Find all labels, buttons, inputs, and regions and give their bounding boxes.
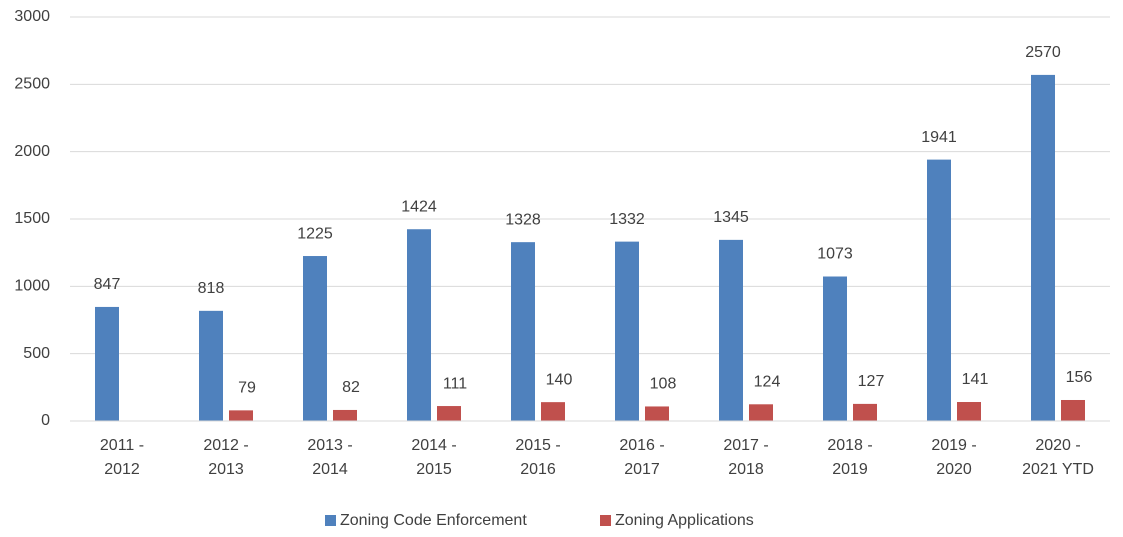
x-tick-label: 2020 - 2021 YTD	[1022, 437, 1094, 478]
x-tick-label: 2011 - 2012	[99, 437, 145, 478]
bar	[1031, 74, 1055, 421]
x-tick-label: 2019 - 2020	[931, 437, 977, 478]
bar	[957, 402, 981, 421]
data-label: 1225	[297, 225, 333, 242]
legend-label: Zoning Applications	[615, 512, 754, 529]
data-label: 124	[754, 374, 781, 391]
data-label: 127	[858, 373, 885, 390]
legend-swatch	[325, 515, 336, 526]
data-label: 1332	[609, 211, 645, 228]
x-tick-label: 2017 - 2018	[723, 437, 769, 478]
x-tick-label: 2013 - 2014	[307, 437, 353, 478]
bar	[407, 229, 431, 421]
data-label: 82	[342, 379, 360, 396]
bar	[229, 410, 253, 421]
data-label: 79	[238, 380, 256, 397]
data-label: 108	[650, 376, 677, 393]
data-label: 847	[94, 276, 121, 293]
bar	[1061, 399, 1085, 421]
bar	[927, 159, 951, 421]
legend-label: Zoning Code Enforcement	[340, 512, 527, 529]
data-label: 2570	[1025, 44, 1061, 61]
x-tick-label: 2015 - 2016	[515, 437, 561, 478]
data-label: 1941	[921, 129, 957, 146]
bar	[615, 241, 639, 421]
data-label: 1328	[505, 211, 541, 228]
data-label: 818	[198, 280, 225, 297]
bar	[645, 406, 669, 421]
y-tick-label: 2000	[14, 143, 50, 160]
bar	[511, 242, 535, 421]
bar	[853, 403, 877, 421]
bar	[749, 404, 773, 421]
y-tick-label: 500	[23, 345, 50, 362]
y-tick-label: 1500	[14, 210, 50, 227]
data-label: 141	[962, 371, 989, 388]
bar	[719, 239, 743, 421]
x-tick-label: 2012 - 2013	[203, 437, 249, 478]
data-label: 156	[1066, 369, 1093, 386]
data-label: 111	[443, 375, 467, 392]
data-label: 1345	[713, 209, 749, 226]
x-tick-label: 2018 - 2019	[827, 437, 873, 478]
data-label: 1073	[817, 246, 853, 263]
y-tick-label: 0	[41, 412, 50, 429]
bar	[303, 256, 327, 421]
bar	[437, 406, 461, 421]
x-tick-label: 2016 - 2017	[619, 437, 665, 478]
data-label: 1424	[401, 198, 437, 215]
y-tick-label: 1000	[14, 278, 50, 295]
x-tick-label: 2014 - 2015	[411, 437, 457, 478]
bar	[333, 409, 357, 421]
y-tick-label: 2500	[14, 76, 50, 93]
bar	[823, 276, 847, 421]
bar	[541, 402, 565, 421]
legend-swatch	[600, 515, 611, 526]
bar	[199, 310, 223, 421]
data-label: 140	[546, 371, 573, 388]
bar	[95, 306, 119, 421]
y-tick-label: 3000	[14, 8, 50, 25]
